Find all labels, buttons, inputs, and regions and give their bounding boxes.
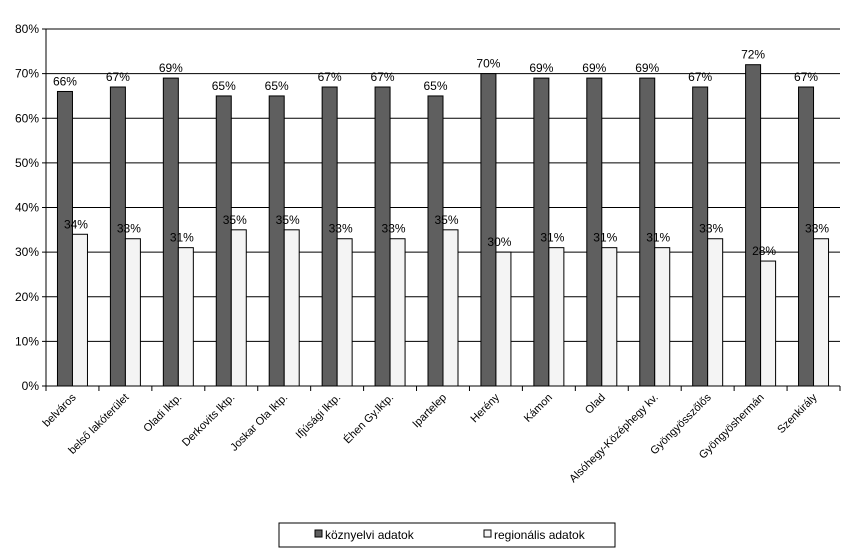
data-label-koznyelvi: 67% <box>688 70 712 84</box>
x-category-label: belváros <box>41 391 79 429</box>
data-label-koznyelvi: 65% <box>212 79 236 93</box>
bar-regionalis <box>336 238 353 387</box>
legend: köznyelvi adatok regionális adatok <box>278 522 616 548</box>
x-category-label: Derkovits lktp. <box>180 392 237 449</box>
bar-regionalis <box>389 238 406 387</box>
legend-swatch-regionalis <box>483 529 492 538</box>
bar-regionalis <box>707 238 724 387</box>
data-label-koznyelvi: 65% <box>265 79 289 93</box>
data-label-regionalis: 31% <box>170 231 194 245</box>
data-label-koznyelvi: 70% <box>476 57 500 71</box>
data-label-koznyelvi: 67% <box>106 70 130 84</box>
bar-koznyelvi <box>480 73 497 387</box>
bar-regionalis <box>230 229 247 387</box>
bar-regionalis <box>813 238 830 387</box>
x-category-label: Oladi lktp. <box>141 392 184 435</box>
data-label-koznyelvi: 72% <box>741 48 765 62</box>
bar-regionalis <box>548 247 565 387</box>
data-label-koznyelvi: 69% <box>159 61 183 75</box>
legend-frame <box>278 522 616 548</box>
bar-koznyelvi <box>215 95 232 387</box>
x-category-label: Herény <box>468 391 502 425</box>
x-category-label: Joskar Ola lktp. <box>228 392 290 454</box>
legend-swatch-koznyelvi <box>314 529 323 538</box>
data-label-regionalis: 31% <box>540 231 564 245</box>
legend-label-regionalis: regionális adatok <box>494 528 586 542</box>
data-label-regionalis: 34% <box>64 217 88 231</box>
y-tick-label: 70% <box>15 67 39 81</box>
data-label-koznyelvi: 66% <box>53 74 77 88</box>
y-tick-label: 50% <box>15 156 39 170</box>
data-label-regionalis: 31% <box>646 231 670 245</box>
x-category-label: Olad <box>583 392 608 417</box>
x-category-label: Éhen Gy.lktp. <box>341 391 396 446</box>
bar-regionalis <box>283 229 300 387</box>
x-category-label: Ifjúsági lktp. <box>294 392 344 442</box>
bar-regionalis <box>654 247 671 387</box>
x-category-label: Szenkirály <box>775 391 820 436</box>
data-label-regionalis: 33% <box>329 222 353 236</box>
data-label-regionalis: 33% <box>699 222 723 236</box>
legend-label-koznyelvi: köznyelvi adatok <box>325 528 415 542</box>
bar-koznyelvi <box>745 64 762 387</box>
data-label-regionalis: 33% <box>382 222 406 236</box>
data-label-koznyelvi: 67% <box>794 70 818 84</box>
bar-koznyelvi <box>798 86 815 387</box>
bar-koznyelvi <box>56 90 73 387</box>
y-tick-label: 0% <box>22 379 40 393</box>
data-label-regionalis: 35% <box>276 213 300 227</box>
bar-regionalis <box>495 251 512 387</box>
x-category-label: Alsóhegy-Középhegy kv. <box>567 392 661 486</box>
x-axis-ticks <box>45 386 841 391</box>
bar-koznyelvi <box>268 95 285 387</box>
data-label-koznyelvi: 67% <box>318 70 342 84</box>
bar-regionalis <box>442 229 459 387</box>
bar-koznyelvi <box>109 86 126 387</box>
bar-koznyelvi <box>374 86 391 387</box>
x-category-label: Kámon <box>522 392 555 425</box>
data-label-regionalis: 35% <box>434 213 458 227</box>
data-labels: 66% 34% 67% 33% 69% 31% 65% 35% 65% 35% 67% 33% 67% 3… <box>53 48 829 258</box>
data-label-koznyelvi: 69% <box>582 61 606 75</box>
bar-regionalis <box>760 260 777 387</box>
y-tick-label: 60% <box>15 111 39 125</box>
y-tick-label: 10% <box>15 334 39 348</box>
y-tick-label: 20% <box>15 290 39 304</box>
bar-regionalis <box>177 247 194 387</box>
data-label-regionalis: 33% <box>117 222 141 236</box>
bar-koznyelvi <box>321 86 338 387</box>
bar-regionalis <box>71 233 88 387</box>
data-label-regionalis: 28% <box>752 244 776 258</box>
y-tick-label: 30% <box>15 245 39 259</box>
bar-koznyelvi <box>692 86 709 387</box>
data-label-koznyelvi: 69% <box>529 61 553 75</box>
y-tick-label: 80% <box>15 22 39 36</box>
y-tick-label: 40% <box>15 201 39 215</box>
bar-regionalis <box>124 238 141 387</box>
data-label-regionalis: 35% <box>223 213 247 227</box>
data-label-koznyelvi: 69% <box>635 61 659 75</box>
y-axis-tick-labels: 0% 10% 20% 30% 40% 50% 60% 70% 80% <box>15 22 46 393</box>
data-label-koznyelvi: 67% <box>371 70 395 84</box>
data-label-regionalis: 33% <box>805 222 829 236</box>
bar-regionalis <box>601 247 618 387</box>
data-label-regionalis: 31% <box>593 231 617 245</box>
data-label-regionalis: 30% <box>487 235 511 249</box>
data-label-koznyelvi: 65% <box>423 79 447 93</box>
bar-koznyelvi <box>427 95 444 387</box>
x-category-label: Ipartelep <box>410 392 449 431</box>
